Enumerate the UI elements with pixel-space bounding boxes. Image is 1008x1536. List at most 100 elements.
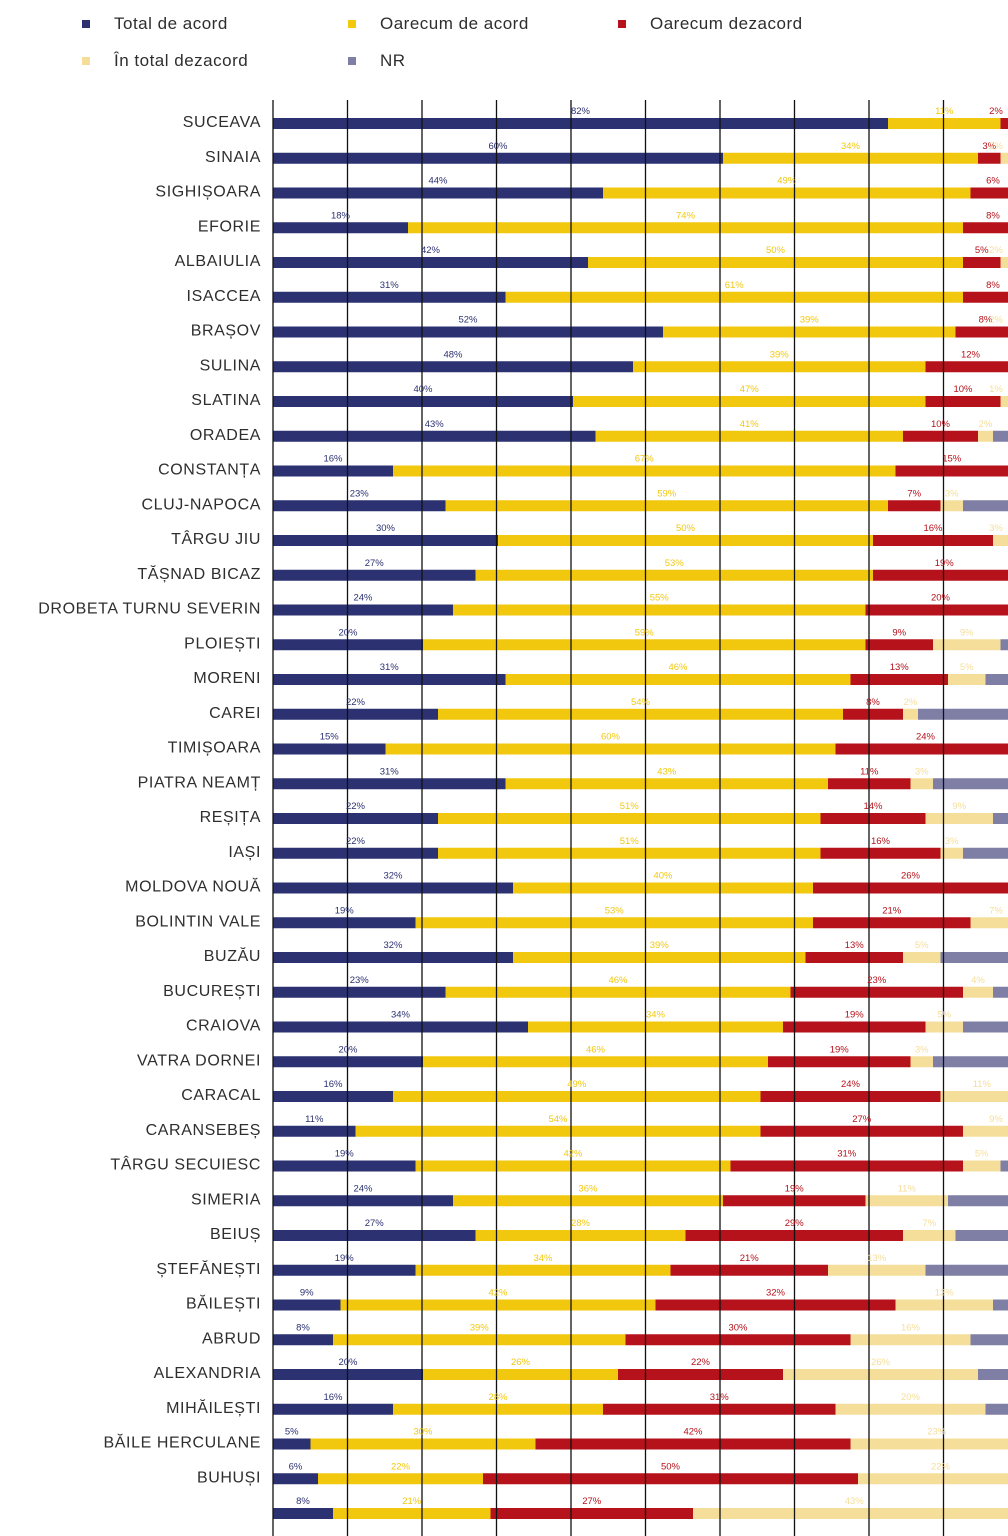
data-label: 16%: [323, 454, 343, 465]
bar-segment: [978, 152, 1001, 164]
bar-segment: [273, 187, 603, 199]
bar-segment: [910, 778, 933, 790]
category-label: BĂILE HERCULANE: [104, 1433, 262, 1452]
bar-segment: [940, 847, 963, 859]
data-label: 15%: [942, 454, 962, 465]
data-label: 46%: [668, 662, 688, 673]
data-label: 39%: [650, 940, 670, 951]
bar-segment: [273, 361, 633, 373]
data-label: 46%: [608, 975, 628, 986]
category-label: CLUJ-NAPOCA: [141, 496, 261, 513]
data-label: 51%: [620, 801, 640, 812]
bar-segment: [505, 674, 851, 685]
legend-swatch: [348, 57, 356, 65]
legend-item-oarecum-dezacord: Oarecum dezacord: [618, 14, 803, 34]
data-label: 46%: [586, 1044, 606, 1055]
category-label: CRAIOVA: [186, 1018, 261, 1035]
bar-segment: [828, 1264, 926, 1276]
bar-segment: [273, 708, 438, 720]
category-label: TIMIȘOARA: [168, 740, 261, 757]
bar-segment: [783, 1369, 978, 1380]
bar-segment: [693, 1508, 1008, 1519]
legend-item-total-de-acord: Total de acord: [82, 14, 228, 34]
bar-segment: [273, 152, 723, 164]
bar-segment: [670, 1264, 828, 1276]
data-label: 27%: [365, 558, 385, 569]
bar-segment: [318, 1473, 483, 1485]
category-label: CARACAL: [181, 1087, 261, 1104]
bar-segment: [985, 674, 1008, 685]
data-label: 34%: [841, 141, 861, 152]
data-label: 11%: [973, 1079, 992, 1090]
bar-segment: [453, 1195, 723, 1207]
bar-segment: [273, 535, 498, 546]
bar-segment: [1000, 1160, 1008, 1172]
data-label: 43%: [425, 419, 445, 430]
category-label: CONSTANȚA: [158, 462, 261, 479]
bar-segment: [423, 1056, 768, 1068]
data-label: 34%: [391, 1010, 411, 1021]
bar-segment: [963, 222, 1008, 234]
data-label: 24%: [841, 1079, 861, 1090]
category-label: PIATRA NEAMȚ: [138, 774, 261, 791]
data-label: 3%: [945, 488, 959, 499]
data-label: 3%: [982, 141, 996, 152]
category-label: MOLDOVA NOUĂ: [125, 877, 261, 896]
bar-segment: [963, 986, 993, 998]
bar-segment: [955, 1230, 1008, 1241]
bar-segment: [618, 1369, 783, 1380]
data-label: 52%: [458, 315, 478, 326]
data-label: 8%: [986, 210, 1000, 221]
bar-segment: [925, 1264, 1008, 1276]
data-label: 16%: [923, 523, 943, 534]
data-label: 22%: [346, 836, 366, 847]
category-label: EFORIE: [198, 218, 261, 235]
category-label: MIHĂILEȘTI: [166, 1398, 261, 1417]
data-label: 11%: [898, 1183, 917, 1194]
bar-segment: [273, 118, 888, 129]
bar-segment: [273, 917, 416, 929]
bar-segment: [273, 952, 513, 963]
data-label: 50%: [676, 523, 696, 534]
bar-segment: [790, 986, 963, 998]
category-label: REȘIȚA: [200, 809, 261, 826]
bar-segment: [475, 569, 873, 581]
data-label: 36%: [578, 1183, 598, 1194]
data-label: 13%: [890, 662, 910, 673]
bar-segment: [655, 1299, 896, 1311]
data-label: 39%: [770, 349, 790, 360]
data-label: 59%: [635, 627, 655, 638]
bar-segment: [513, 882, 813, 894]
data-label: 26%: [901, 871, 921, 882]
data-label: 16%: [323, 1392, 343, 1403]
data-label: 5%: [937, 1010, 951, 1021]
data-label: 74%: [676, 210, 696, 221]
data-label: 22%: [691, 1357, 711, 1368]
bar-segment: [963, 1160, 1001, 1172]
data-label: 3%: [915, 766, 929, 777]
data-label: 8%: [979, 315, 993, 326]
data-label: 19%: [830, 1044, 850, 1055]
bar-segment: [760, 1091, 941, 1102]
bar-segment: [993, 813, 1008, 824]
data-label: 32%: [383, 871, 403, 882]
data-label: 39%: [470, 1322, 490, 1333]
data-label: 24%: [916, 732, 936, 743]
bar-segment: [820, 847, 941, 859]
data-label: 49%: [777, 176, 797, 187]
data-label: 9%: [989, 1114, 1003, 1125]
category-label: BUCUREȘTI: [163, 983, 261, 1000]
bar-segment: [1000, 257, 1008, 268]
data-label: 31%: [380, 766, 400, 777]
bar-segment: [603, 1403, 836, 1415]
data-label: 31%: [380, 280, 400, 291]
bar-segment: [933, 778, 1008, 790]
data-label: 31%: [837, 1149, 857, 1160]
data-label: 3%: [989, 523, 1003, 534]
bar-segment: [925, 361, 1008, 373]
data-label: 5%: [915, 940, 929, 951]
legend-swatch: [618, 20, 626, 28]
bar-segment: [903, 1230, 956, 1241]
data-label: 50%: [766, 245, 786, 256]
data-label: 20%: [338, 1357, 358, 1368]
